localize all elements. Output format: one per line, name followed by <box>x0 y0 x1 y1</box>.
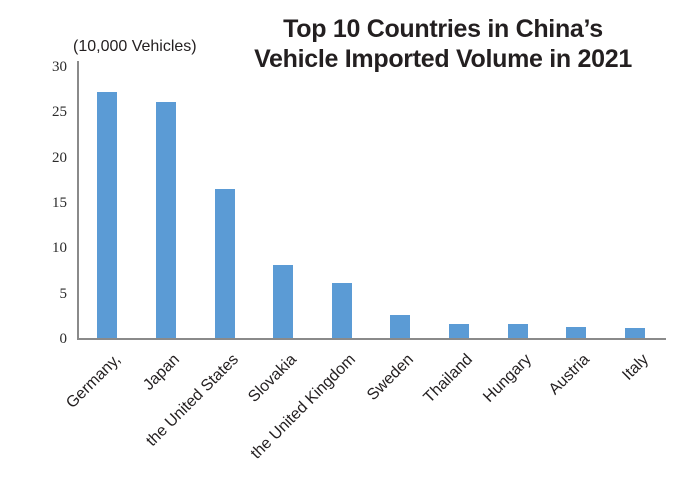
bar-the-united-kingdom <box>332 283 352 339</box>
bar-hungary <box>508 324 528 339</box>
y-tick-label-0: 0 <box>59 331 68 347</box>
bar-thailand <box>449 324 469 339</box>
y-tick-label-15: 15 <box>52 195 67 211</box>
y-axis-units-label: (10,000 Vehicles) <box>73 38 197 55</box>
y-tick-label-20: 20 <box>52 149 67 166</box>
y-tick-label-25: 25 <box>52 104 67 121</box>
bar-italy <box>625 328 645 339</box>
chart-title-line-2: Vehicle Imported Volume in 2021 <box>254 45 632 73</box>
x-axis-line <box>77 338 666 340</box>
bar-austria <box>566 327 586 339</box>
bar-japan <box>156 102 176 339</box>
bar-slovakia <box>273 265 293 339</box>
bar-the-united-states <box>215 189 235 339</box>
y-tick-label-30: 30 <box>52 59 67 75</box>
y-tick-label-5: 5 <box>59 285 68 302</box>
bar-sweden <box>390 315 410 339</box>
chart-title-line-1: Top 10 Countries in China’s <box>283 15 603 43</box>
bar-germany <box>97 92 117 339</box>
y-tick-label-10: 10 <box>52 240 67 257</box>
chart-title: Top 10 Countries in China’s Vehicle Impo… <box>230 14 656 74</box>
y-axis-line <box>77 61 79 340</box>
